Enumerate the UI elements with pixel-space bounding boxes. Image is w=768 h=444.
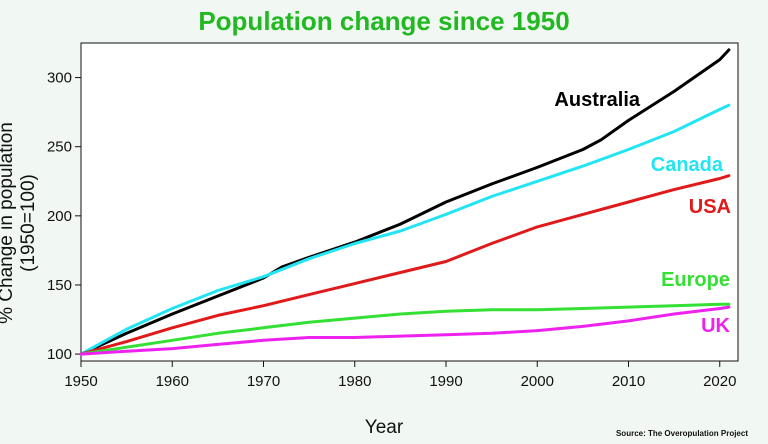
- x-tick-label: 1970: [247, 373, 280, 390]
- series-line-canada: [79, 103, 731, 356]
- series-label-canada: Canada: [651, 154, 724, 176]
- series-label-usa: USA: [689, 196, 731, 218]
- series-line-europe: [79, 302, 731, 356]
- series-label-europe: Europe: [661, 269, 730, 291]
- x-tick-label: 1950: [64, 373, 97, 390]
- series-line-uk: [79, 305, 731, 356]
- x-tick-label: 2020: [703, 373, 736, 390]
- series-line-usa: [79, 174, 731, 356]
- chart-title: Population change since 1950: [198, 6, 570, 36]
- x-tick-label: 1990: [429, 373, 462, 390]
- source-note: Source: The Overopulation Project: [615, 429, 748, 438]
- series-line-australia: [79, 48, 731, 356]
- x-tick-label: 2000: [521, 373, 554, 390]
- y-tick-label: 150: [47, 277, 72, 294]
- x-tick-label: 2010: [612, 373, 645, 390]
- y-tick-label: 100: [47, 346, 72, 363]
- series-label-australia: Australia: [554, 89, 640, 111]
- x-axis-label: Year: [364, 417, 404, 438]
- series-label-uk: UK: [701, 315, 730, 337]
- y-tick-label: 300: [47, 70, 72, 87]
- x-tick-label: 1980: [338, 373, 371, 390]
- x-tick-label: 1960: [156, 373, 189, 390]
- y-tick-label: 250: [47, 139, 72, 156]
- y-tick-label: 200: [47, 208, 72, 225]
